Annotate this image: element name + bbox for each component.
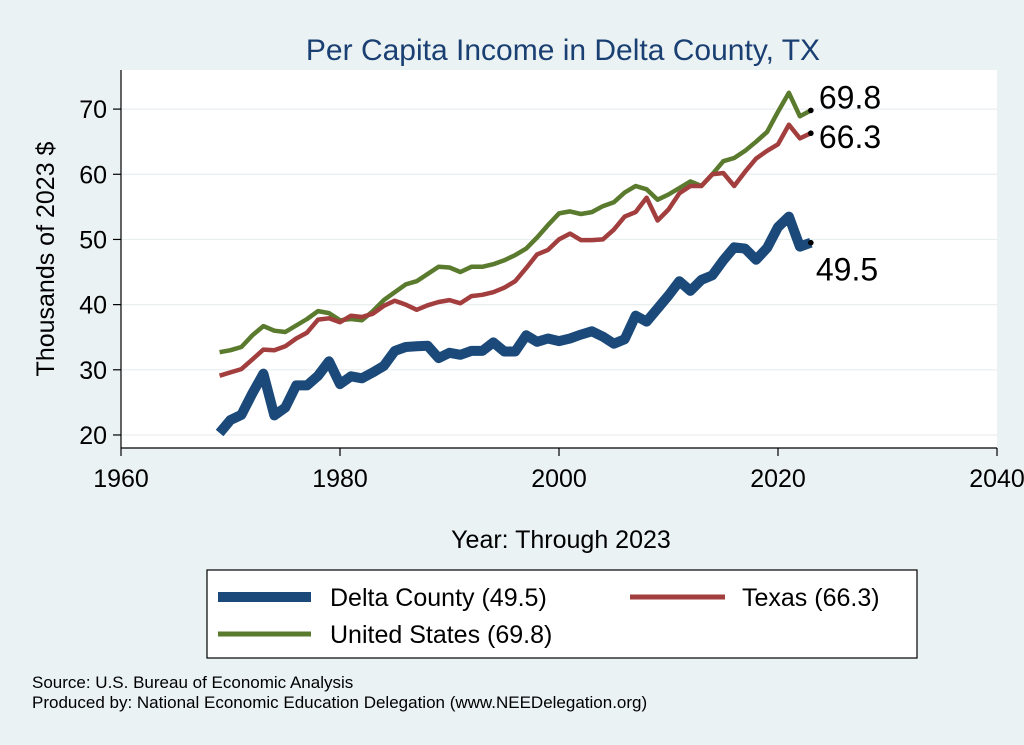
produced-by-line: Produced by: National Economic Education… <box>32 693 647 712</box>
series-line-delta-county <box>215 211 813 437</box>
source-line: Source: U.S. Bureau of Economic Analysis <box>32 673 353 692</box>
chart-title: Per Capita Income in Delta County, TX <box>306 34 820 67</box>
x-tick-label-1980: 1980 <box>312 465 368 493</box>
y-axis-title: Thousands of 2023 $ <box>32 141 60 376</box>
end-label-delta-county: 49.5 <box>816 252 878 288</box>
legend-label-delta-county: Delta County (49.5) <box>330 584 547 612</box>
y-tick-label-30: 30 <box>79 357 107 385</box>
x-tick-label-1960: 1960 <box>93 465 149 493</box>
y-tick-label-50: 50 <box>79 226 107 254</box>
series-line-texas <box>218 122 812 378</box>
end-label-united-states: 69.8 <box>819 79 881 115</box>
end-labels: 49.5 66.3 69.8 <box>808 79 881 288</box>
end-label-texas: 66.3 <box>819 119 881 155</box>
y-tick-label-20: 20 <box>79 422 107 450</box>
y-axis: 20 30 40 50 60 70 <box>79 70 122 450</box>
y-tick-label-70: 70 <box>79 96 107 124</box>
series-lines <box>215 90 813 437</box>
legend-item-delta-county: Delta County (49.5) <box>218 584 547 612</box>
end-marker-delta-county <box>808 239 814 246</box>
legend-label-texas: Texas (66.3) <box>742 584 880 612</box>
end-marker-united-states <box>808 107 814 114</box>
legend-box <box>206 569 918 659</box>
x-tick-label-2040: 2040 <box>969 465 1024 493</box>
legend-label-united-states: United States (69.8) <box>330 621 552 649</box>
legend-item-texas: Texas (66.3) <box>630 584 880 612</box>
end-marker-texas <box>808 130 814 137</box>
y-tick-label-60: 60 <box>79 161 107 189</box>
legend: Delta County (49.5) Texas (66.3) United … <box>206 569 918 659</box>
x-axis-title: Year: Through 2023 <box>451 526 671 554</box>
x-tick-label-2020: 2020 <box>750 465 806 493</box>
legend-item-united-states: United States (69.8) <box>218 621 552 649</box>
y-tick-label-40: 40 <box>79 292 107 320</box>
x-axis: 1960 1980 2000 2020 2040 <box>93 447 1024 493</box>
x-tick-label-2000: 2000 <box>531 465 587 493</box>
